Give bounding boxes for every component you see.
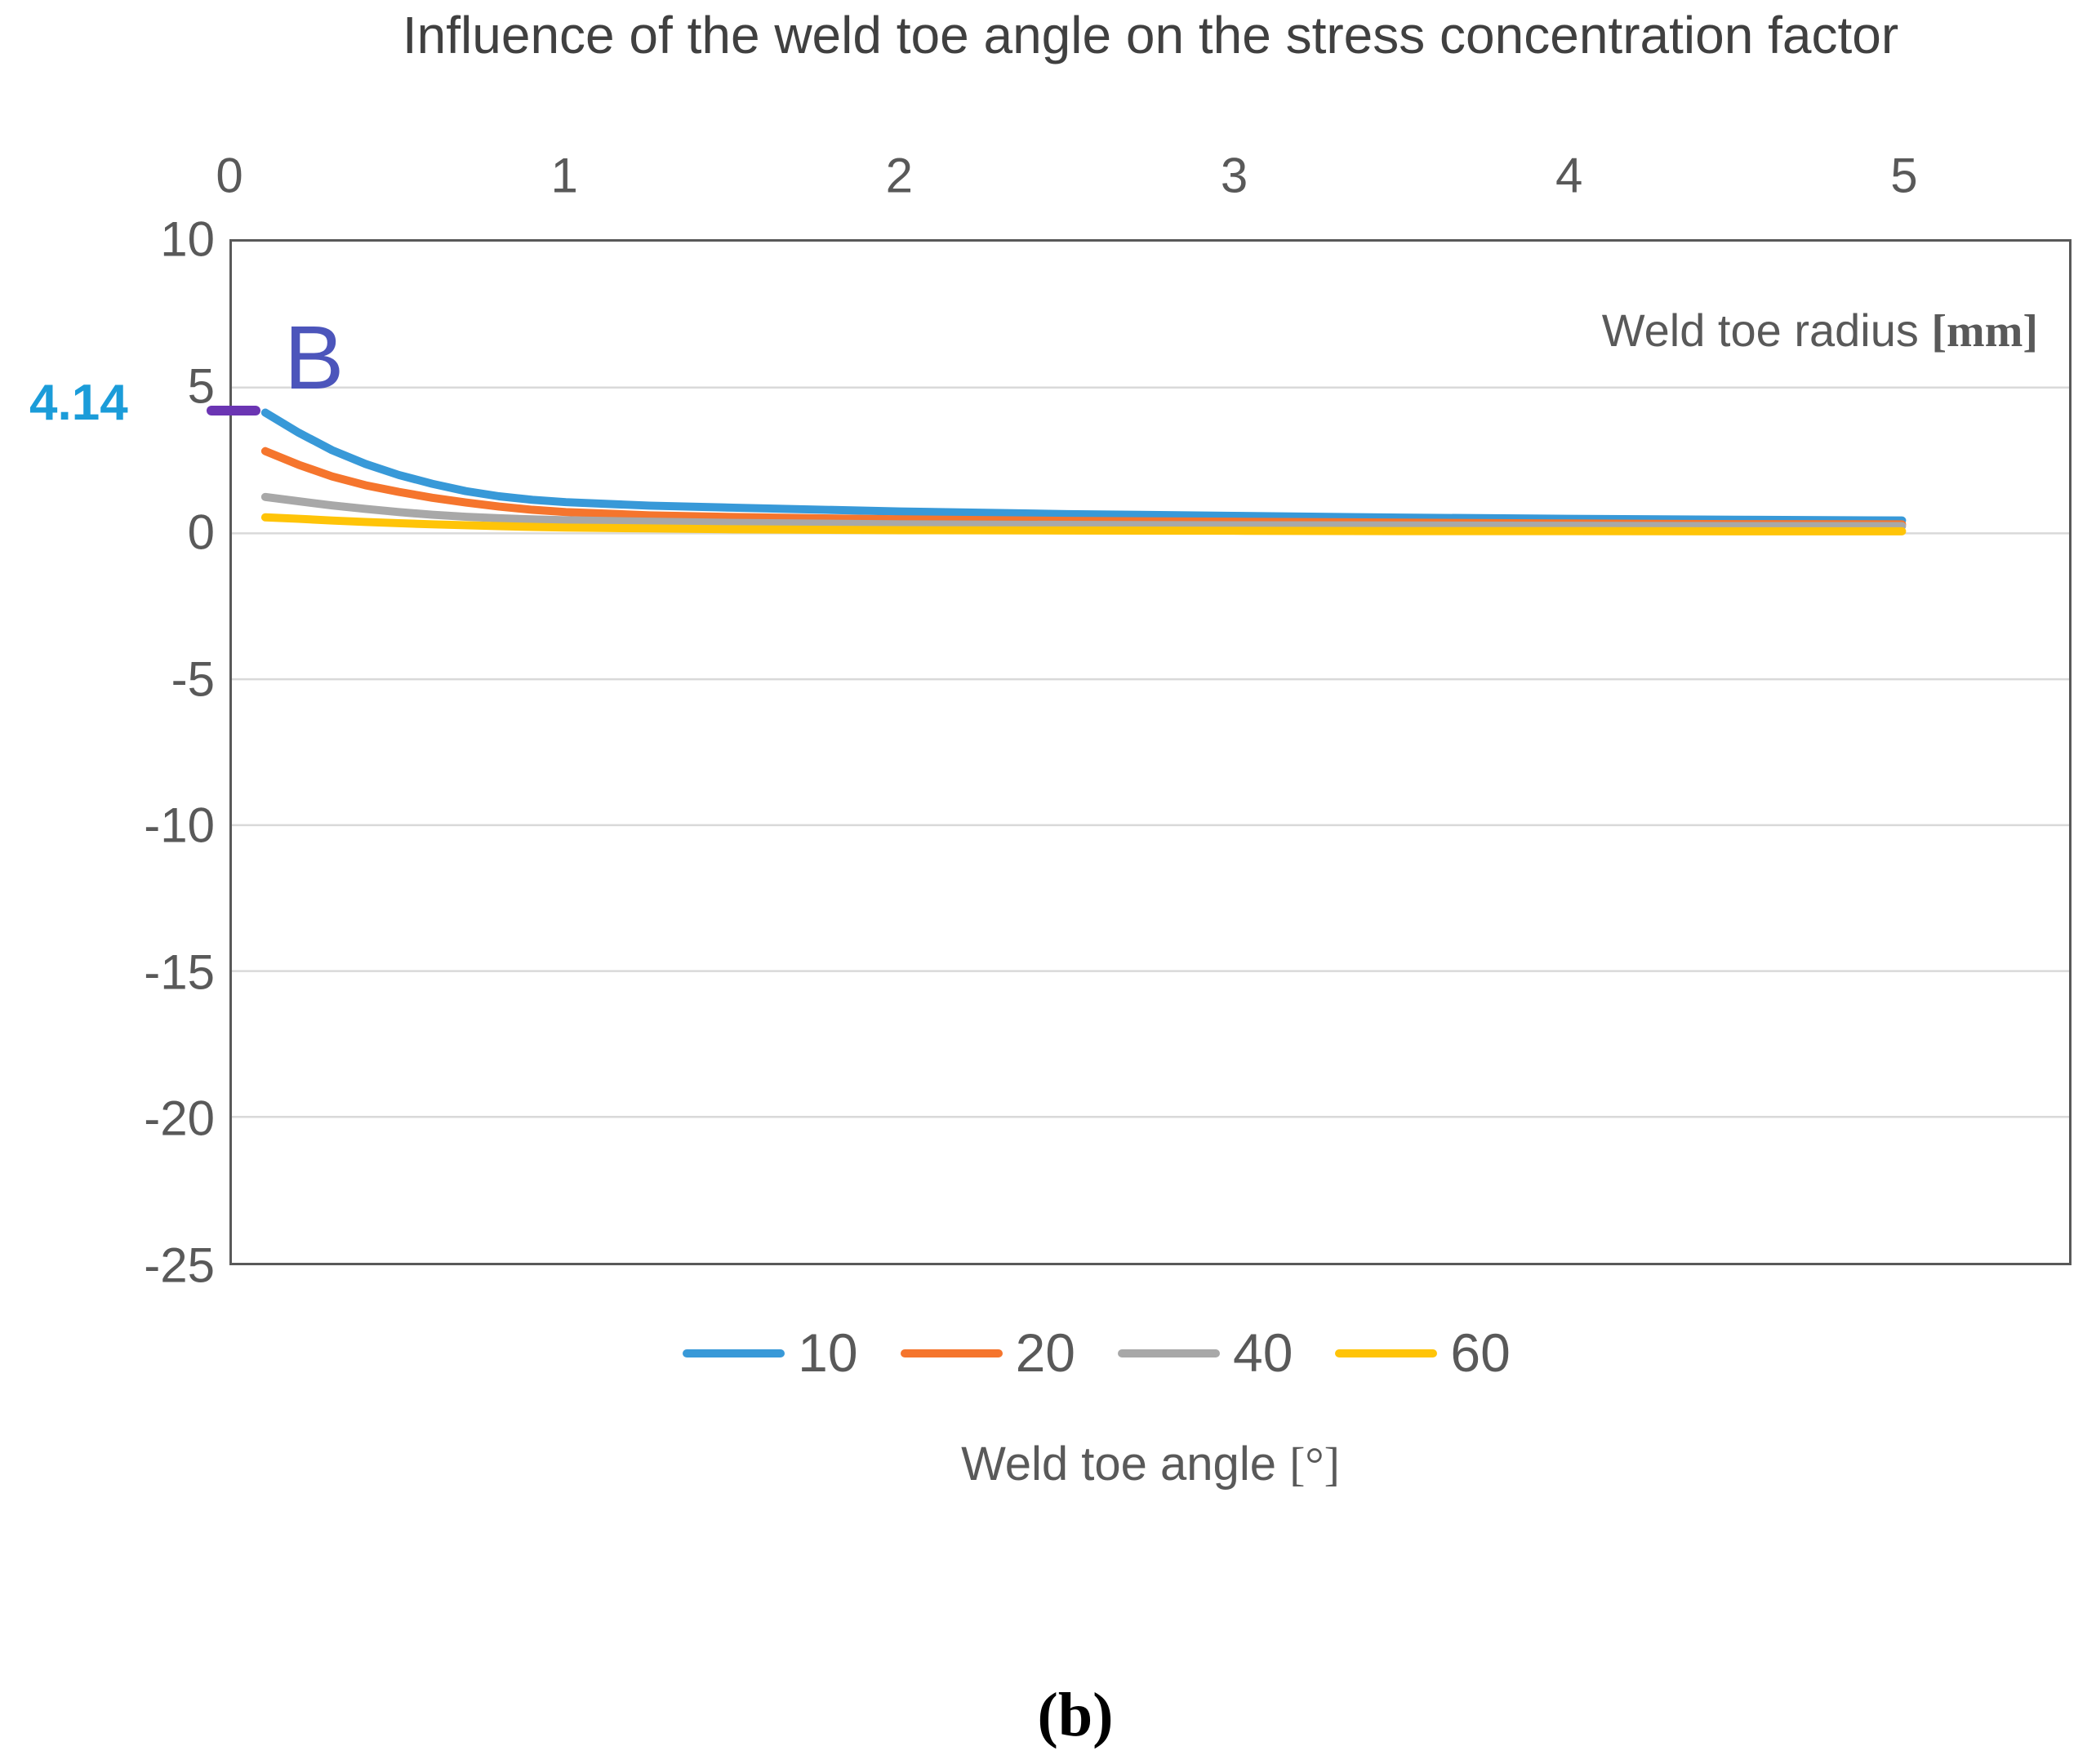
y-tick-label-10: 10 [160,211,215,267]
y-tick-label--25: -25 [144,1237,215,1293]
series-line-10 [260,408,1907,525]
weld-toe-radius-axis-label: Weld toe radius [mm] [229,304,2038,358]
chart-canvas [232,386,2069,1118]
x-tick-label-2: 2 [885,148,914,203]
legend-swatch-10 [683,1349,785,1357]
plot-area [229,239,2072,1265]
legend: 10 20 40 60 [0,1321,2096,1385]
figure-caption: (b) [1037,1681,1114,1749]
annotation-marker-dash [207,406,260,415]
legend-label-60: 60 [1450,1322,1511,1383]
legend-item-40: 40 [1118,1321,1293,1385]
weld-toe-angle-axis-unit: [°] [1289,1437,1340,1491]
legend-swatch-60 [1335,1349,1438,1357]
legend-item-20: 20 [900,1321,1075,1385]
legend-item-60: 60 [1335,1321,1511,1385]
y-tick-label--10: -10 [144,798,215,853]
x-tick-label-3: 3 [1220,148,1248,203]
weld-toe-angle-axis-label: Weld toe angle [°] [229,1437,2072,1491]
legend-label-20: 20 [1015,1322,1075,1383]
chart-title: Influence of the weld toe angle on the s… [402,6,1899,64]
y-tick-label--15: -15 [144,944,215,1000]
y-tick-label-5: 5 [187,358,215,414]
legend-swatch-40 [1118,1349,1220,1357]
y-tick-label--5: -5 [171,651,215,707]
legend-swatch-20 [900,1349,1003,1357]
legend-label-40: 40 [1233,1322,1293,1383]
series-line-60 [260,513,1907,535]
x-tick-label-5: 5 [1890,148,1918,203]
y-tick-label-0: 0 [187,504,215,560]
x-tick-label-0: 0 [216,148,243,203]
legend-label-10: 10 [798,1322,858,1383]
x-tick-label-4: 4 [1555,148,1583,203]
annotation-value-label: 4.14 [29,375,128,431]
weld-toe-angle-axis-label-text: Weld toe angle [961,1437,1290,1491]
weld-toe-radius-axis-unit: [mm] [1931,306,2038,357]
series-line-40 [260,492,1907,531]
weld-toe-radius-axis-label-text: Weld toe radius [1601,304,1932,356]
y-tick-label--20: -20 [144,1091,215,1146]
legend-item-10: 10 [683,1321,858,1385]
annotation-point-b-label: B [284,308,345,408]
x-tick-label-1: 1 [550,148,578,203]
